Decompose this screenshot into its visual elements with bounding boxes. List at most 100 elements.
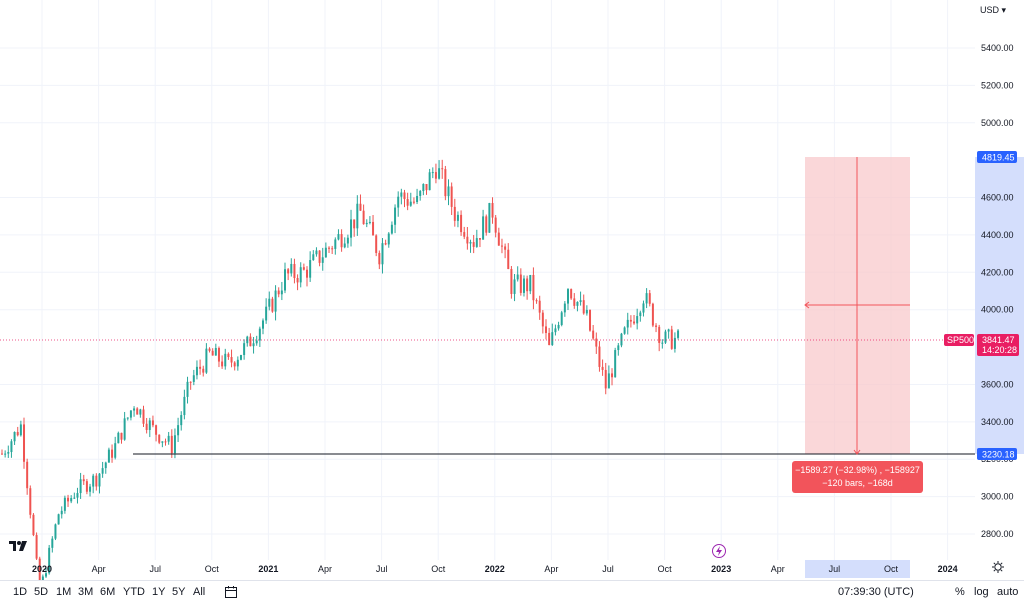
price-tick-label: 4600.00 xyxy=(981,193,1014,203)
candle-body xyxy=(205,348,208,373)
clock-time[interactable]: 07:39:30 (UTC) xyxy=(838,586,914,598)
candle-body xyxy=(655,325,658,327)
range-5y-button[interactable]: 5Y xyxy=(172,586,186,598)
time-tick-label: Jul xyxy=(602,564,614,574)
candle-body xyxy=(57,514,60,525)
candle-body xyxy=(246,336,249,344)
candle-body xyxy=(579,300,582,302)
candle-body xyxy=(7,452,10,454)
time-tick-label: Oct xyxy=(884,564,899,574)
candle-body xyxy=(186,381,189,397)
time-tick-label: 2023 xyxy=(711,564,731,574)
candle-body xyxy=(167,435,170,442)
candle-body xyxy=(60,510,63,515)
price-chart[interactable]: 5400.00 5200.00 5000.00 4600.00 4400.00 4200.… xyxy=(0,0,1024,580)
candle-body xyxy=(70,498,73,502)
candle-body xyxy=(362,210,365,225)
candle-body xyxy=(284,269,286,291)
range-ytd-button[interactable]: YTD xyxy=(123,586,145,598)
candle-body xyxy=(400,192,403,197)
range-1m-button[interactable]: 1M xyxy=(56,586,72,598)
candle-body xyxy=(560,312,563,325)
lightning-icon[interactable] xyxy=(712,544,726,558)
candle-body xyxy=(280,290,283,295)
candle-body xyxy=(460,214,463,233)
time-tick-label: Jul xyxy=(829,564,841,574)
currency-menu[interactable]: USD ▾ xyxy=(980,5,1006,16)
candle-body xyxy=(469,242,472,244)
candle-body xyxy=(431,172,434,174)
candle-body xyxy=(227,353,230,358)
candle-body xyxy=(45,573,48,577)
price-tick-label: 4200.00 xyxy=(981,267,1014,277)
candle-body xyxy=(277,290,280,295)
candle-body xyxy=(92,475,95,487)
candle-body xyxy=(107,449,110,463)
candle-body xyxy=(29,488,32,515)
candle-body xyxy=(173,435,176,454)
candle-body xyxy=(312,254,315,261)
candle-body xyxy=(375,235,378,253)
candle-body xyxy=(155,425,158,435)
candle-body xyxy=(359,203,362,211)
candle-body xyxy=(224,353,227,367)
range-1y-button[interactable]: 1Y xyxy=(152,586,166,598)
range-1d-button[interactable]: 1D xyxy=(13,586,28,598)
candle-body xyxy=(214,348,217,356)
log-toggle[interactable]: log xyxy=(974,586,989,598)
candle-body xyxy=(123,418,126,440)
tradingview-logo-icon[interactable] xyxy=(8,538,28,554)
candle-body xyxy=(268,298,271,307)
candle-body xyxy=(548,332,551,345)
candle-body xyxy=(177,425,180,436)
candle-body xyxy=(570,289,573,299)
candle-body xyxy=(485,216,488,233)
candle-body xyxy=(35,535,38,559)
range-top-tag xyxy=(977,151,1017,163)
candle-body xyxy=(170,435,173,454)
candle-body xyxy=(567,289,569,304)
time-axis: 2020 Apr Jul Oct 2021 Apr Jul Oct 2022 Apr Jul Oct 2… xyxy=(32,564,958,574)
symbol-tag[interactable] xyxy=(944,334,974,346)
measure-arrow-left xyxy=(804,301,810,309)
price-tick-label: 4400.00 xyxy=(981,230,1014,240)
candle-body xyxy=(636,316,639,324)
time-tick-label: Apr xyxy=(318,564,332,574)
candle-body xyxy=(51,538,54,548)
candle-body xyxy=(438,168,441,179)
range-3m-button[interactable]: 3M xyxy=(78,586,94,598)
candle-body xyxy=(101,468,104,474)
settings-gear-icon[interactable] xyxy=(991,560,1005,574)
candle-body xyxy=(472,242,475,247)
candle-body xyxy=(324,247,327,258)
candle-body xyxy=(585,309,588,314)
candle-body xyxy=(10,441,13,453)
candle-body xyxy=(164,441,167,443)
candle-body xyxy=(538,300,541,313)
candle-body xyxy=(79,479,82,494)
candle-body xyxy=(598,346,601,367)
range-6m-button[interactable]: 6M xyxy=(100,586,116,598)
candle-body xyxy=(287,269,290,274)
candle-body xyxy=(340,234,343,248)
candle-body xyxy=(16,431,19,436)
auto-toggle[interactable]: auto xyxy=(997,586,1019,598)
date-range-icon[interactable] xyxy=(224,585,238,599)
time-tick-label: 2022 xyxy=(485,564,505,574)
candle-body xyxy=(372,221,375,236)
candle-body xyxy=(614,350,617,378)
candle-body xyxy=(318,250,321,263)
candle-body xyxy=(302,267,305,270)
candle-body xyxy=(161,441,164,443)
candle-body xyxy=(642,303,645,313)
candle-body xyxy=(500,245,503,247)
candle-body xyxy=(611,373,614,378)
candle-body xyxy=(13,431,16,442)
range-5d-button[interactable]: 5D xyxy=(34,586,49,598)
price-tick-label: 4000.00 xyxy=(981,305,1014,315)
candle-body xyxy=(482,216,485,240)
percent-toggle[interactable]: % xyxy=(955,586,965,598)
range-all-button[interactable]: All xyxy=(193,586,206,598)
candle-body xyxy=(82,479,85,482)
price-tag-text: 3841.47 xyxy=(982,335,1015,345)
